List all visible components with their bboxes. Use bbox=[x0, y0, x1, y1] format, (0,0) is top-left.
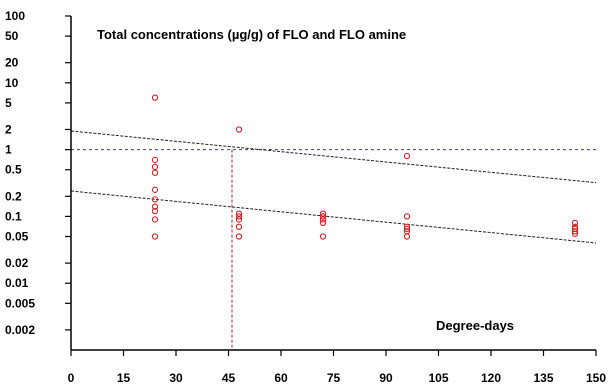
data-point bbox=[151, 94, 159, 101]
y-tick-label: 10 bbox=[5, 76, 19, 90]
x-tick-label: 0 bbox=[68, 371, 75, 384]
y-tick-label: 20 bbox=[5, 56, 19, 70]
x-tick-label: 60 bbox=[274, 371, 288, 384]
data-point bbox=[319, 233, 327, 240]
x-ticks: 0 15 30 45 60 75 90 105 120 135 150 bbox=[68, 350, 606, 384]
x-tick-label: 15 bbox=[117, 371, 131, 384]
y-tick-label: 0.01 bbox=[5, 276, 29, 290]
data-point bbox=[235, 233, 243, 240]
data-point bbox=[151, 156, 159, 164]
trend-line bbox=[70, 190, 597, 244]
data-point bbox=[151, 169, 159, 176]
trend-line bbox=[70, 130, 597, 184]
y-tick-label: 5 bbox=[5, 96, 12, 110]
data-point bbox=[571, 228, 579, 235]
data-point bbox=[319, 213, 327, 220]
data-point bbox=[571, 223, 579, 230]
data-point bbox=[235, 126, 243, 133]
y-tick-label: 100 bbox=[5, 9, 25, 23]
data-point bbox=[403, 225, 411, 233]
data-point bbox=[319, 216, 327, 223]
data-point bbox=[235, 210, 243, 217]
data-point bbox=[403, 233, 411, 240]
x-tick-label: 150 bbox=[586, 371, 606, 384]
data-point bbox=[151, 233, 159, 240]
data-point bbox=[235, 223, 243, 230]
y-tick-label: 0.1 bbox=[5, 209, 22, 223]
chart-title: Total concentrations (µg/g) of FLO and F… bbox=[97, 27, 406, 42]
data-point bbox=[403, 213, 411, 220]
y-tick-label: 0.002 bbox=[5, 323, 35, 337]
y-tick-label: 50 bbox=[5, 29, 19, 43]
data-point bbox=[571, 230, 579, 237]
x-tick-label: 90 bbox=[379, 371, 393, 384]
plot-area bbox=[70, 94, 597, 350]
data-point bbox=[235, 213, 243, 220]
data-point bbox=[151, 163, 159, 171]
y-tick-label: 0.005 bbox=[5, 296, 35, 310]
data-point bbox=[235, 216, 243, 223]
data-point bbox=[151, 196, 159, 203]
x-tick-label: 135 bbox=[533, 371, 553, 384]
x-tick-label: 120 bbox=[481, 371, 501, 384]
data-point bbox=[571, 219, 579, 227]
y-tick-label: 1 bbox=[5, 143, 12, 157]
x-axis-label: Degree-days bbox=[436, 318, 514, 333]
data-point bbox=[403, 152, 411, 160]
x-tick-label: 105 bbox=[428, 371, 448, 384]
y-tick-label: 0.2 bbox=[5, 189, 22, 203]
data-point bbox=[403, 223, 411, 230]
y-ticks: 0.002 0.005 0.01 0.02 0.05 0.1 0.2 0.5 1 2 5 10 20 50… bbox=[5, 9, 71, 337]
y-tick-label: 0.05 bbox=[5, 230, 29, 244]
reference-lines bbox=[71, 149, 596, 350]
x-tick-label: 75 bbox=[327, 371, 341, 384]
trend-lines bbox=[70, 130, 597, 244]
data-point bbox=[151, 186, 159, 193]
data-point bbox=[319, 219, 327, 227]
data-point bbox=[319, 210, 327, 217]
y-tick-label: 0.5 bbox=[5, 163, 22, 177]
data-points bbox=[151, 94, 579, 240]
data-point bbox=[151, 203, 159, 210]
x-tick-label: 30 bbox=[169, 371, 183, 384]
data-point bbox=[151, 216, 159, 223]
x-tick-label: 45 bbox=[222, 371, 236, 384]
y-tick-label: 2 bbox=[5, 122, 12, 136]
y-tick-label: 0.02 bbox=[5, 256, 29, 270]
data-point bbox=[151, 207, 159, 215]
